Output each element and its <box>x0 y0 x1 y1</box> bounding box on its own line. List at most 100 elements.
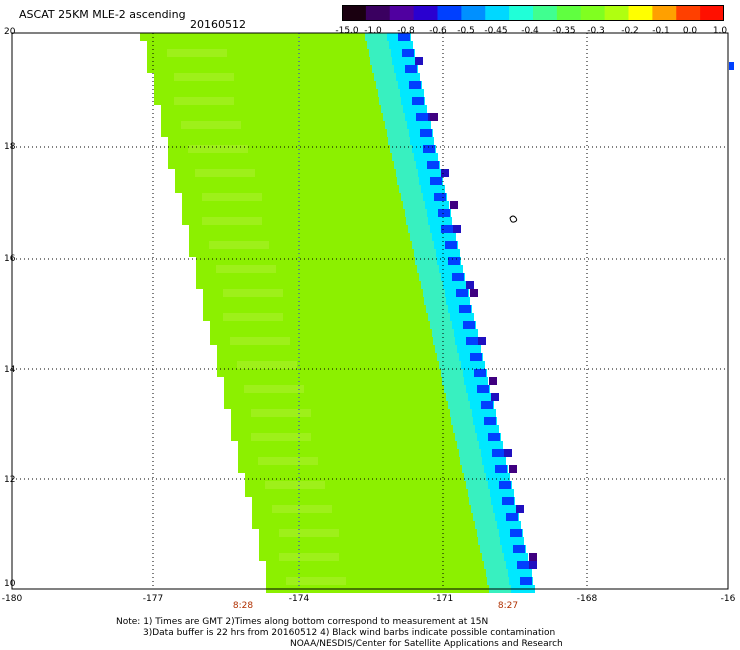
swath-green-cell <box>231 433 455 441</box>
swath-green-cell <box>161 105 381 113</box>
swath-teal-cell <box>442 377 464 385</box>
swath-teal-cell <box>372 65 394 73</box>
swath-green-cell <box>217 345 435 353</box>
swath-green-cell <box>203 313 428 321</box>
swath-teal-cell <box>401 193 423 201</box>
swath-green-cell <box>286 577 346 585</box>
swath-green-cell <box>259 537 478 545</box>
swath-green-cell <box>245 473 464 481</box>
swath-blue-cell <box>492 449 504 457</box>
colorbar-label: -0.3 <box>587 26 605 36</box>
swath-darkblue-cell <box>478 337 486 345</box>
swath-cyan-cell <box>407 121 431 129</box>
colorbar-segment <box>700 5 724 21</box>
colorbar-label: 0.0 <box>682 26 698 36</box>
swath-teal-cell <box>388 137 410 145</box>
swath-cyan-cell <box>403 105 427 113</box>
time-label-828: 8:28 <box>232 601 254 611</box>
note-line-2: 3)Data buffer is 22 hrs from 20160512 4)… <box>143 628 556 638</box>
swath-cyan-cell <box>461 361 485 369</box>
colorbar-segment <box>556 5 582 21</box>
swath-teal-cell <box>469 497 491 505</box>
swath-cyan-cell <box>500 537 524 545</box>
swath-teal-cell <box>460 457 482 465</box>
swath-cyan-cell <box>457 345 481 353</box>
swath-teal-cell <box>441 369 463 377</box>
swath-green-cell <box>181 121 241 129</box>
swath-teal-cell <box>381 105 403 113</box>
swath-cyan-cell <box>497 521 521 529</box>
swath-green-cell <box>279 529 339 537</box>
swath-teal-cell <box>397 177 419 185</box>
swath-blue-cell <box>729 62 734 70</box>
swath-green-cell <box>217 361 439 369</box>
swath-cyan-cell <box>486 473 510 481</box>
colorbar-segment <box>437 5 462 21</box>
swath-green-cell <box>223 289 283 297</box>
swath-green-cell <box>245 489 468 497</box>
swath-blue-cell <box>412 97 424 105</box>
swath-teal-cell <box>451 417 473 425</box>
swath-cyan-cell <box>482 457 506 465</box>
map-title: ASCAT 25KM MLE-2 ascending <box>19 8 186 21</box>
swath-teal-cell <box>471 505 493 513</box>
swath-teal-cell <box>370 57 392 65</box>
swath-teal-cell <box>367 41 389 49</box>
swath-teal-cell <box>403 201 425 209</box>
y-label-10: 10 <box>4 579 16 589</box>
colorbar-segment <box>461 5 486 21</box>
swath-teal-cell <box>433 337 455 345</box>
swath-blue-cell <box>402 49 414 57</box>
swath-cyan-cell <box>443 281 467 289</box>
x-label-180: -180 <box>1 594 23 604</box>
swath-teal-cell <box>378 89 400 97</box>
swath-teal-cell <box>365 33 387 41</box>
swath-blue-cell <box>502 497 514 505</box>
swath-green-cell <box>188 145 248 153</box>
swath-teal-cell <box>399 185 421 193</box>
colorbar-label: -0.2 <box>621 26 639 36</box>
swath-blue-cell <box>448 257 460 265</box>
colorbar-label: 1.0 <box>712 26 728 36</box>
y-label-16: 16 <box>4 254 16 264</box>
note-line-1: Note: 1) Times are GMT 2)Times along bot… <box>116 617 489 627</box>
swath-blue-cell <box>456 289 468 297</box>
swath-cyan-cell <box>439 265 463 273</box>
swath-purple-cell <box>509 465 517 473</box>
x-label-171: -171 <box>432 594 454 604</box>
swath-green-cell <box>154 97 379 105</box>
swath-green-cell <box>259 529 477 537</box>
swath-green-cell <box>175 177 397 185</box>
swath-blue-cell <box>409 81 421 89</box>
swath-green-cell <box>217 353 437 361</box>
colorbar-segment <box>652 5 677 21</box>
colorbar-label: -0.1 <box>652 26 670 36</box>
y-label-12: 12 <box>4 475 16 485</box>
swath-green-cell <box>203 289 423 297</box>
swath-green-cell <box>161 121 385 129</box>
colorbar-label: -0.4 <box>521 26 539 36</box>
swath-green-cell <box>251 433 311 441</box>
swath-green-cell <box>209 241 269 249</box>
swath-cyan-cell <box>414 153 438 161</box>
swath-green-cell <box>231 425 453 433</box>
swath-cyan-cell <box>392 57 416 65</box>
swath-green-cell <box>147 41 367 49</box>
x-label-174: -174 <box>288 594 310 604</box>
swath-cyan-cell <box>425 201 449 209</box>
swath-green-cell <box>224 401 448 409</box>
swath-teal-cell <box>394 161 416 169</box>
swath-green-cell <box>174 73 234 81</box>
swath-teal-cell <box>414 249 436 257</box>
swath-teal-cell <box>446 393 468 401</box>
swath-cyan-cell <box>479 441 503 449</box>
swath-purple-cell <box>450 201 458 209</box>
swath-teal-cell <box>387 129 409 137</box>
colorbar-segment <box>389 5 415 21</box>
swath-teal-cell <box>462 465 484 473</box>
swath-darkblue-cell <box>453 225 461 233</box>
swath-green-cell <box>196 273 419 281</box>
swath-teal-cell <box>475 521 497 529</box>
swath-teal-cell <box>415 257 437 265</box>
swath-green-cell <box>182 201 403 209</box>
